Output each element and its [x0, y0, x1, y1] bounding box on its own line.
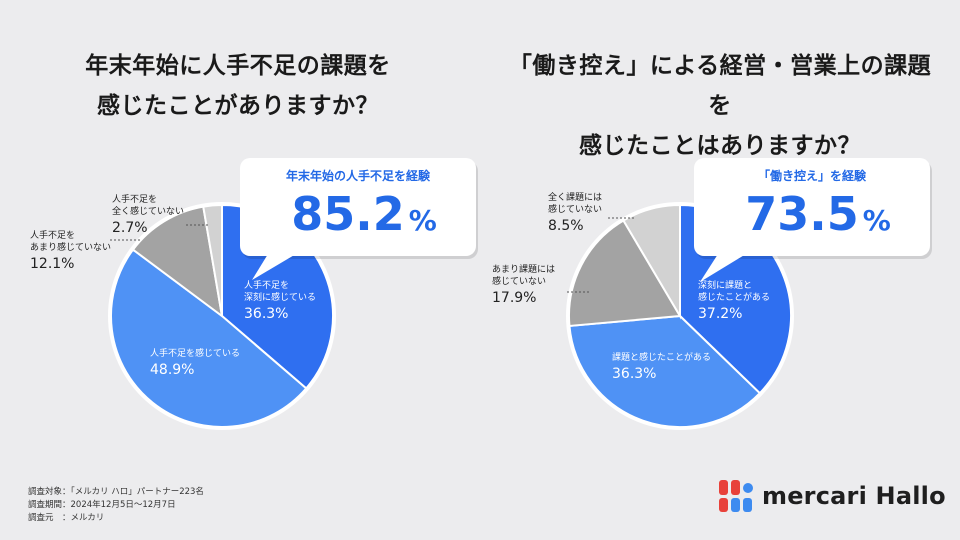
slice-value-label: 48.9%	[150, 362, 194, 378]
pie-slice	[131, 205, 224, 319]
slice-label: 深刻に感じている	[244, 291, 316, 303]
slice-value-label: 36.3%	[612, 366, 656, 382]
survey-period: 調査期間：2024年12月5日～12月7日	[28, 500, 176, 510]
slice-value-label: 8.5%	[548, 218, 584, 234]
slice-label: 人手不足を	[244, 279, 289, 291]
pie-slice	[568, 219, 682, 328]
callout-bubble: 年末年始の人手不足を経験 85.2%	[240, 158, 478, 280]
callout-value: 85.2	[291, 187, 405, 241]
slice-label: 人手不足を	[30, 229, 75, 241]
slice-label: 人手不足を感じている	[150, 347, 240, 359]
mercari-hallo-logo-icon	[719, 480, 753, 512]
callout-heading: 年末年始の人手不足を経験	[286, 168, 431, 183]
slice-label: 人手不足を	[112, 193, 157, 205]
callout-tail	[252, 254, 296, 280]
title-line: 感じたことがありますか？	[97, 93, 379, 119]
slice-label: 全く課題には	[548, 191, 602, 203]
slice-value-label: 12.1%	[30, 256, 74, 272]
pie-chart-1: 人手不足を深刻に感じている36.3%人手不足を感じている48.9%人手不足をあま…	[30, 193, 336, 430]
callout-heading: 「働き控え」を経験	[758, 168, 867, 183]
slice-label: あまり感じていない	[30, 241, 111, 253]
slice-label: 全く感じていない	[112, 205, 184, 217]
slice-value-label: 37.2%	[698, 306, 742, 322]
slice-label: 深刻に課題と	[698, 279, 752, 291]
slice-label: あまり課題には	[492, 263, 555, 275]
callout-unit: %	[409, 204, 437, 237]
logo-text: mercari Hallo	[762, 482, 946, 510]
slice-label: 感じていない	[548, 203, 602, 215]
pie-slice	[110, 248, 308, 428]
title-line: 感じたことはありますか？	[579, 133, 861, 159]
callout-bubble: 「働き控え」を経験 73.5%	[694, 158, 932, 282]
slice-value-label: 17.9%	[492, 290, 536, 306]
title-line: 「働き控え」による経営・営業上の課題を	[508, 53, 932, 119]
pie-slice	[568, 314, 762, 428]
slice-label: 課題と感じたことがある	[612, 351, 711, 363]
callout-unit: %	[863, 204, 891, 237]
slice-value-label: 2.7%	[112, 220, 148, 236]
pie-slice	[622, 203, 681, 320]
chart-title-right: 「働き控え」による経営・営業上の課題を 感じたことはありますか？	[500, 46, 940, 166]
callout-tail	[700, 254, 746, 282]
title-line: 年末年始に人手不足の課題を	[85, 53, 391, 79]
slice-label: 感じていない	[492, 275, 546, 287]
callout-box	[694, 158, 930, 256]
callout-value: 73.5	[745, 187, 859, 241]
callout-box	[240, 158, 476, 256]
slice-label: 感じたことがある	[698, 291, 770, 303]
chart-title-left: 年末年始に人手不足の課題を 感じたことがありますか？	[28, 46, 448, 126]
pie-outline	[566, 202, 794, 430]
pie-outline	[108, 202, 336, 430]
slice-value-label: 36.3%	[244, 306, 288, 322]
survey-target: 調査対象：「メルカリ ハロ」パートナー223名	[28, 487, 204, 497]
survey-source: 調査元 ：メルカリ	[28, 513, 105, 523]
mercari-hallo-logo: mercari Hallo	[718, 478, 946, 514]
